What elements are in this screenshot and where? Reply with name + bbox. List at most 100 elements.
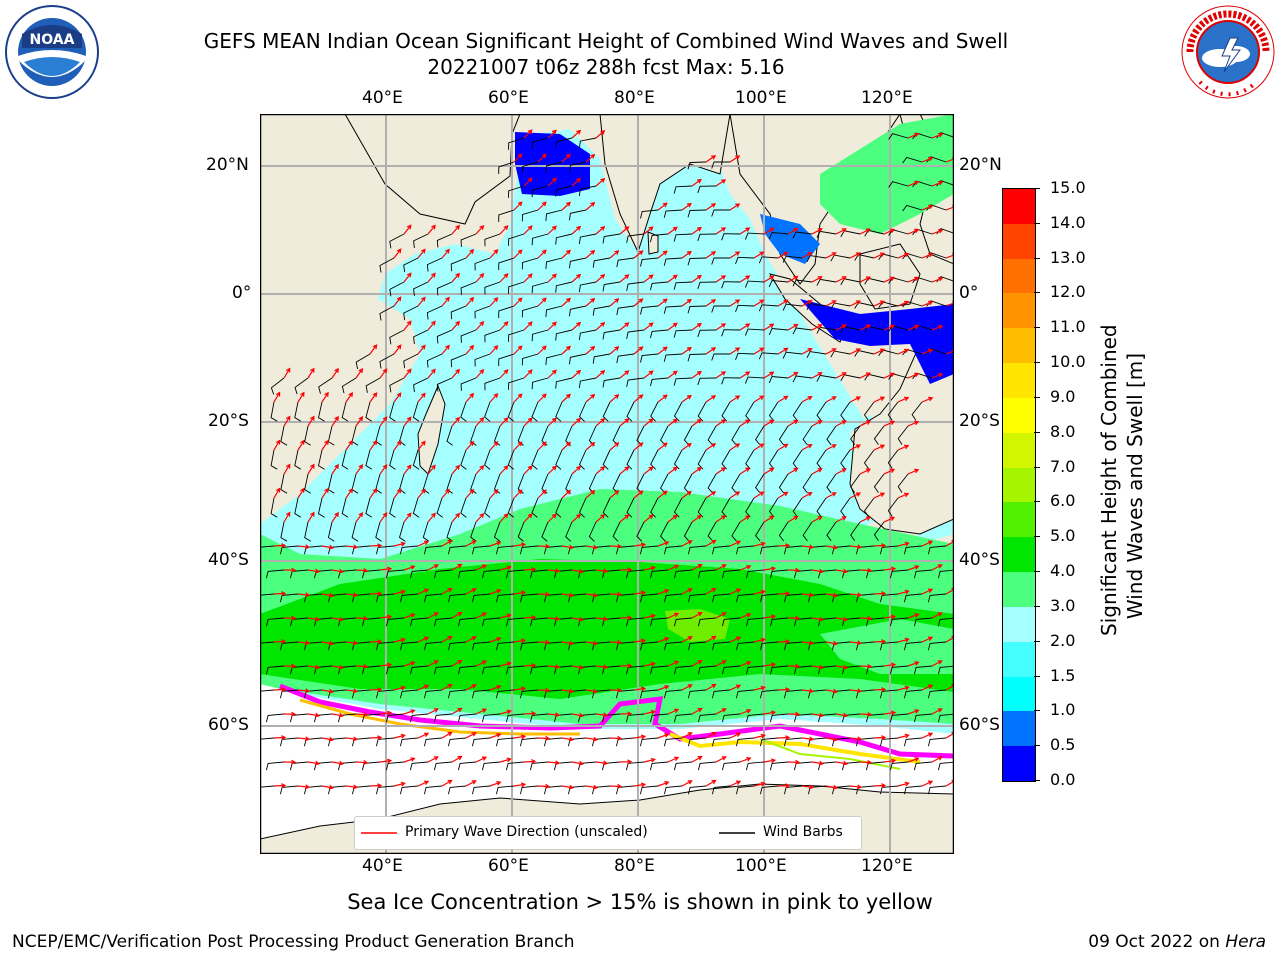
wave-direction-arrow [921, 204, 934, 211]
wind-barb [361, 569, 381, 579]
wave-direction-arrow [931, 180, 944, 187]
wind-barb [481, 761, 501, 771]
wind-barb [755, 521, 765, 542]
wave-direction-arrow [849, 592, 863, 598]
wind-barb [507, 449, 515, 470]
wave-direction-arrow [465, 440, 475, 451]
wind-barb [317, 401, 325, 422]
colorbar-swatch [1003, 467, 1035, 503]
wave-direction-arrow [489, 589, 502, 595]
wave-direction-arrow [537, 393, 547, 403]
wave-direction-arrow [849, 784, 863, 790]
wave-direction-arrow [369, 639, 383, 645]
lat-tick-left: 60°S [208, 715, 249, 735]
wind-barb [474, 353, 491, 367]
wind-barb [782, 303, 803, 311]
wind-barb [294, 449, 302, 470]
wave-direction-arrow [657, 781, 670, 787]
wind-barb [769, 617, 789, 627]
wind-barb [687, 161, 707, 170]
wave-direction-arrow [835, 516, 847, 523]
colorbar-tick-label: 11.0 [1050, 317, 1086, 337]
wave-direction-arrow [273, 391, 281, 403]
wave-direction-arrow [931, 324, 944, 331]
wave-direction-arrow [883, 468, 896, 475]
wind-barb [474, 257, 491, 271]
colorbar-tick-label: 14.0 [1050, 212, 1086, 232]
wind-barb [341, 377, 357, 394]
wave-direction-arrow [777, 543, 791, 549]
wave-direction-arrow [801, 544, 815, 550]
wave-direction-arrow [417, 344, 426, 355]
wave-direction-arrow [489, 733, 502, 739]
wind-barb [937, 569, 954, 579]
wind-barb [361, 665, 381, 675]
wave-direction-arrow [667, 660, 680, 667]
wind-barb [768, 497, 779, 518]
wind-barb [521, 209, 539, 222]
wave-direction-arrow [585, 201, 596, 211]
wave-direction-arrow [691, 660, 703, 667]
wave-direction-arrow [811, 372, 823, 379]
wave-direction-arrow [513, 542, 527, 548]
wave-direction-arrow [297, 592, 311, 598]
colorbar-tick-label: 6.0 [1050, 491, 1076, 511]
wave-direction-arrow [633, 590, 647, 596]
india-land [599, 114, 731, 254]
wave-direction-arrow [307, 511, 315, 523]
wave-direction-arrow [931, 612, 943, 619]
wave-direction-arrow [537, 441, 547, 451]
wave-direction-arrow [667, 322, 678, 331]
wave-direction-arrow [777, 299, 789, 307]
wind-barb [711, 353, 731, 361]
wave-direction-arrow [561, 784, 575, 790]
wind-barb [460, 377, 477, 391]
wind-barb [778, 425, 789, 446]
wave-direction-arrow [753, 781, 766, 787]
wave-direction-arrow [403, 224, 412, 235]
wave-direction-arrow [849, 348, 862, 355]
wind-barb [399, 641, 419, 651]
wind-barb [926, 300, 947, 307]
wave-direction-arrow [331, 367, 339, 379]
wind-barb [902, 204, 923, 212]
wave-direction-arrow [643, 613, 656, 619]
wind-barb [426, 305, 443, 320]
wind-barb [436, 329, 453, 344]
wave-direction-arrow [499, 661, 512, 667]
wind-barb [541, 521, 549, 542]
wind-barb [265, 569, 285, 579]
wind-barb [545, 305, 563, 317]
wave-direction-arrow [883, 516, 896, 523]
wind-barb [481, 665, 501, 675]
wind-barb [436, 281, 453, 296]
wind-barb [913, 569, 933, 579]
wind-barb [517, 521, 525, 542]
wind-barb [578, 401, 587, 422]
colorbar-swatch [1003, 537, 1035, 573]
wind-barb [555, 401, 563, 422]
wave-direction-arrow [777, 443, 789, 451]
madagascar-land [417, 384, 446, 475]
wave-direction-arrow [561, 736, 575, 742]
wave-direction-arrow [835, 372, 847, 379]
wave-direction-arrow [897, 781, 910, 787]
wave-direction-arrow [705, 587, 717, 595]
wave-direction-arrow [417, 296, 426, 307]
wind-barb [744, 328, 765, 336]
wave-direction-arrow [633, 686, 647, 692]
colorbar-tick-mark [1034, 431, 1040, 433]
wind-barb [265, 617, 285, 627]
wave-direction-arrow [873, 348, 886, 355]
wind-barb [545, 161, 563, 173]
wave-direction-arrow [667, 370, 678, 379]
wind-barb [498, 353, 515, 367]
wave-direction-arrow [355, 463, 364, 475]
wave-direction-arrow [691, 514, 703, 523]
wave-direction-arrow [681, 394, 692, 403]
wind-barb [471, 641, 491, 651]
wave-direction-arrow [283, 511, 291, 523]
wave-direction-arrow [921, 540, 934, 547]
wave-direction-arrow [403, 613, 416, 619]
wave-direction-arrow [571, 712, 585, 718]
